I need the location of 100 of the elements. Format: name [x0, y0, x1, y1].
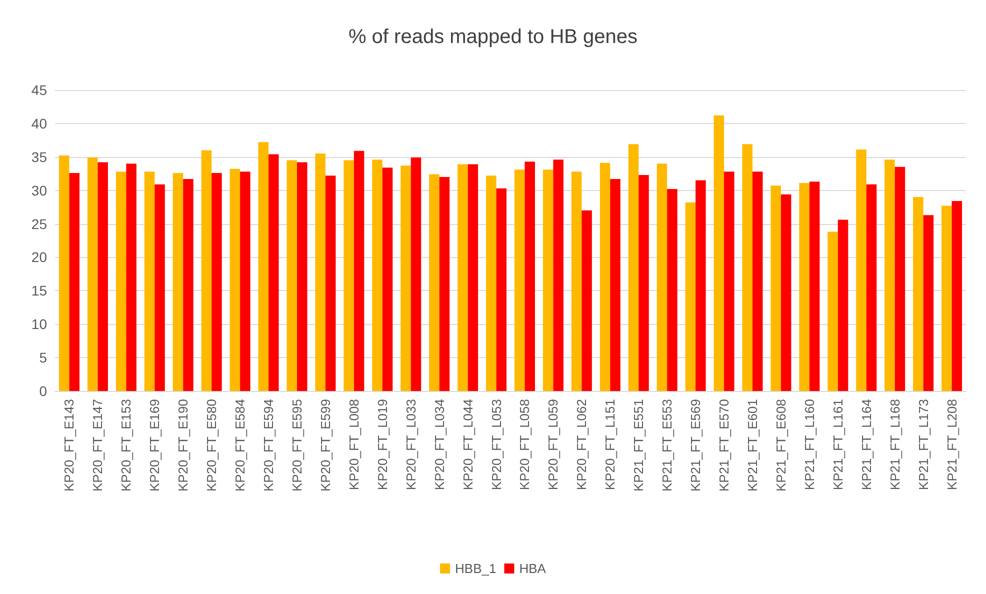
x-tick-label: KP21_FT_E569	[688, 399, 704, 492]
x-tick-label: KP20_FT_L044	[460, 399, 476, 490]
x-tick-label: KP20_FT_L062	[574, 399, 590, 490]
bar	[98, 162, 108, 391]
x-tick-label: KP21_FT_L161	[830, 399, 846, 490]
x-tick-label: KP21_FT_E551	[631, 399, 646, 492]
bar	[458, 164, 468, 391]
bar	[183, 178, 194, 391]
bar	[58, 156, 70, 391]
bar	[942, 206, 952, 391]
bar	[724, 172, 734, 391]
bar	[514, 170, 525, 391]
bar	[571, 172, 582, 391]
x-tick-label: KP20_FT_E153	[118, 399, 134, 492]
bar	[952, 201, 962, 391]
x-tick-label: KP20_FT_L059	[546, 399, 561, 490]
x-tick-label: KP21_FT_L208	[944, 399, 960, 490]
bar	[638, 174, 649, 391]
chart-title: % of reads mapped to HB genes	[348, 26, 638, 48]
x-tick-label: KP21_FT_E570	[716, 399, 732, 492]
bar	[780, 194, 792, 391]
bar	[866, 184, 877, 391]
bar	[468, 164, 478, 391]
bar	[126, 164, 136, 391]
bar	[542, 170, 554, 391]
x-tick-label: KP21_FT_L164	[858, 399, 874, 490]
bar	[799, 182, 810, 391]
bar	[372, 160, 382, 391]
bar	[856, 150, 866, 391]
bar	[524, 162, 535, 391]
y-tick-label: 30	[31, 182, 48, 198]
y-tick-label: 45	[31, 82, 48, 98]
bar	[429, 174, 440, 391]
x-tick-label: KP21_FT_L168	[887, 399, 902, 490]
bar	[685, 202, 696, 391]
y-tick-label: 10	[31, 316, 48, 332]
bar	[116, 172, 126, 391]
x-tick-label: KP20_FT_L053	[488, 399, 504, 490]
bar	[923, 215, 934, 391]
x-tick-label: KP21_FT_E601	[744, 399, 760, 492]
x-tick-label: KP20_FT_E147	[90, 399, 106, 492]
bar	[838, 220, 848, 391]
bar	[809, 182, 820, 391]
bar	[884, 160, 895, 391]
bar	[230, 168, 240, 391]
legend-label: HBA	[519, 561, 546, 576]
x-tick-label: KP20_FT_L034	[432, 399, 447, 490]
x-tick-label: KP21_FT_L160	[802, 399, 817, 490]
bar	[439, 176, 450, 391]
x-tick-label: KP20_FT_L058	[517, 399, 532, 490]
bar	[742, 144, 752, 391]
bar	[714, 115, 724, 391]
x-tick-label: KP20_FT_E143	[62, 399, 77, 492]
y-tick-label: 5	[39, 350, 48, 366]
bar	[486, 176, 496, 391]
bar	[656, 164, 668, 391]
x-tick-label: KP20_FT_E190	[176, 399, 191, 492]
bar	[667, 188, 678, 391]
bar	[258, 142, 269, 391]
bar	[296, 162, 308, 391]
bar	[201, 150, 212, 391]
y-tick-label: 25	[31, 216, 48, 232]
bar	[496, 188, 507, 391]
bar	[553, 160, 564, 391]
y-tick-label: 35	[31, 148, 48, 165]
x-tick-label: KP21_FT_E608	[773, 399, 788, 492]
bar	[325, 176, 336, 391]
x-tick-label: KP20_FT_L033	[403, 399, 418, 490]
y-tick-label: 20	[31, 249, 48, 266]
bar	[344, 160, 354, 391]
bar	[894, 166, 906, 391]
bar	[144, 172, 155, 391]
x-tick-label: KP20_FT_E169	[147, 399, 162, 492]
bar	[770, 186, 781, 391]
x-tick-label: KP20_FT_L151	[602, 399, 618, 490]
bar	[410, 158, 422, 391]
bar	[582, 210, 592, 391]
bar	[69, 172, 80, 391]
bar	[315, 154, 326, 391]
bar	[354, 150, 364, 391]
x-tick-label: KP20_FT_E594	[261, 399, 276, 492]
bar	[828, 232, 838, 391]
legend-label: HBB_1	[455, 561, 496, 576]
y-tick-label: 40	[31, 115, 48, 132]
y-tick-label: 15	[31, 282, 48, 299]
bar	[268, 154, 279, 391]
bar	[286, 160, 297, 391]
bar	[610, 178, 620, 391]
x-tick-label: KP21_FT_E553	[660, 399, 675, 492]
bar	[382, 168, 393, 391]
x-tick-label: KP21_FT_L173	[916, 399, 931, 490]
bar	[212, 172, 222, 391]
bar	[400, 166, 411, 391]
bar	[752, 172, 763, 391]
bar	[600, 162, 610, 391]
bar	[172, 172, 184, 391]
x-tick-label: KP20_FT_E580	[204, 399, 220, 492]
x-tick-label: KP20_FT_L019	[374, 399, 390, 490]
x-tick-label: KP20_FT_E599	[318, 399, 333, 492]
bar	[913, 197, 924, 391]
